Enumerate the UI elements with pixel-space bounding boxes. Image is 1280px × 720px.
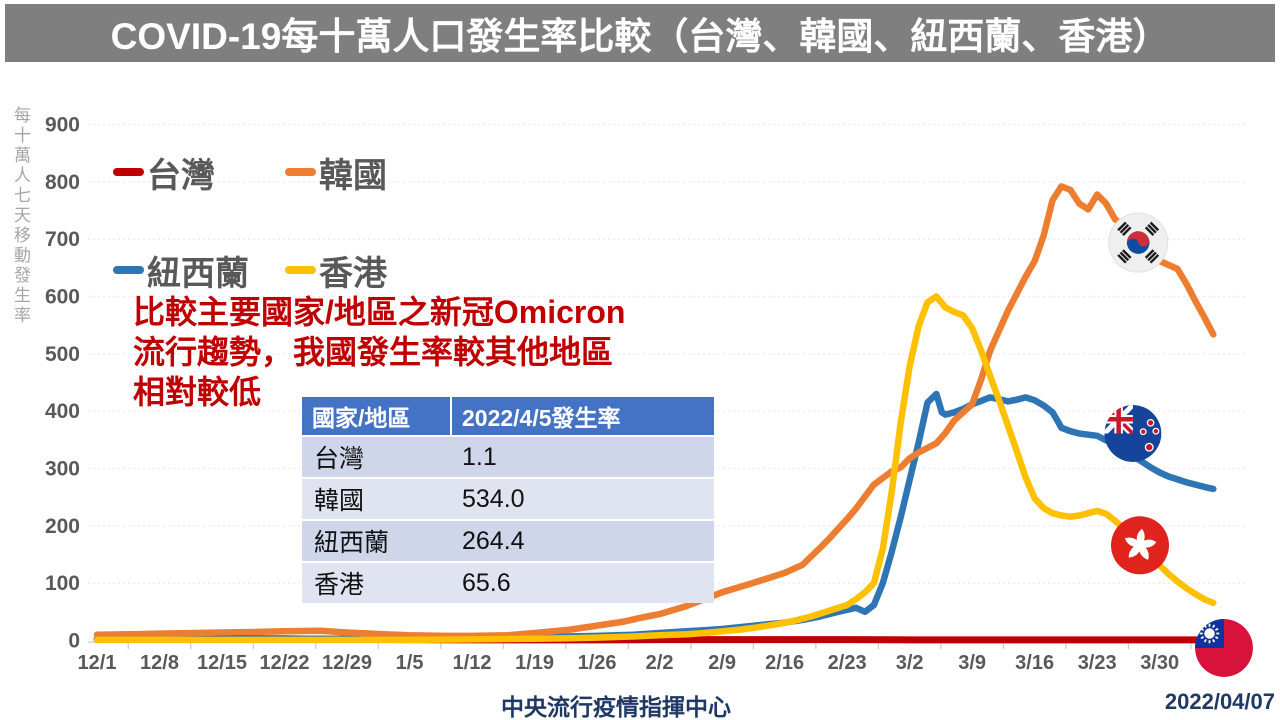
rate-table: 國家/地區 2022/4/5發生率 台灣 1.1 韓國 534.0 紐西蘭 26…: [302, 397, 714, 603]
table-row: 台灣 1.1: [302, 435, 714, 477]
taiwan-line-swatch-icon: [113, 168, 144, 176]
svg-text:900: 900: [45, 114, 80, 137]
table-cell-region: 韓國: [302, 477, 450, 519]
svg-text:2/16: 2/16: [765, 652, 804, 674]
svg-text:12/1: 12/1: [78, 652, 117, 674]
table-cell-region: 香港: [302, 561, 450, 603]
svg-text:2/2: 2/2: [646, 652, 674, 674]
legend-item-taiwan: 台灣: [113, 150, 215, 195]
svg-text:12/29: 12/29: [322, 652, 372, 674]
svg-text:1/26: 1/26: [578, 652, 617, 674]
table-cell-region: 紐西蘭: [302, 519, 450, 561]
legend-item-korea: 韓國: [285, 150, 387, 195]
table-row: 香港 65.6: [302, 561, 714, 603]
svg-text:700: 700: [45, 228, 80, 251]
annotation-line-3: 相對較低: [133, 374, 262, 410]
legend-label-nz: 紐西蘭: [147, 254, 249, 293]
table-header-rate: 2022/4/5發生率: [450, 397, 714, 435]
table-cell-region: 台灣: [302, 435, 450, 477]
korea-line-swatch-icon: [285, 168, 316, 176]
legend-item-nz: 紐西蘭: [113, 248, 249, 293]
legend-item-hk: 香港: [285, 248, 387, 293]
svg-text:600: 600: [45, 286, 80, 309]
legend-label-taiwan: 台灣: [147, 156, 215, 195]
page-title: COVID-19每十萬人口發生率比較（台灣、韓國、紐西蘭、香港）: [110, 16, 1170, 57]
svg-text:2/9: 2/9: [708, 652, 736, 674]
svg-text:12/15: 12/15: [197, 652, 247, 674]
table-cell-rate: 264.4: [450, 519, 714, 561]
svg-text:200: 200: [45, 515, 80, 538]
legend-label-hk: 香港: [319, 254, 387, 293]
table-cell-rate: 1.1: [450, 435, 714, 477]
svg-text:1/12: 1/12: [453, 652, 492, 674]
nz-line-swatch-icon: [113, 266, 144, 274]
hk-flag-icon: [1111, 516, 1169, 575]
annotation-line-1: 比較主要國家/地區之新冠Omicron: [133, 294, 626, 330]
svg-text:3/16: 3/16: [1015, 652, 1054, 674]
source-label: 中央流行疫情指揮中心: [501, 694, 731, 720]
korea-flag-icon: [1108, 212, 1169, 273]
table-row: 紐西蘭 264.4: [302, 519, 714, 561]
svg-text:300: 300: [45, 458, 80, 481]
svg-text:3/2: 3/2: [896, 652, 924, 674]
svg-text:3/23: 3/23: [1078, 652, 1117, 674]
legend-label-korea: 韓國: [319, 156, 387, 195]
date-label: 2022/04/07: [1164, 689, 1275, 714]
table-header-region: 國家/地區: [302, 397, 450, 435]
y-tick-labels: 0 100 200 300 400 500 600 700 800 900: [45, 114, 80, 653]
annotation-text: 比較主要國家/地區之新冠Omicron 流行趨勢，我國發生率較其他地區 相對較低: [133, 292, 625, 412]
svg-text:12/8: 12/8: [140, 652, 179, 674]
svg-text:12/22: 12/22: [259, 652, 309, 674]
table-cell-rate: 65.6: [450, 561, 714, 603]
title-bar: COVID-19每十萬人口發生率比較（台灣、韓國、紐西蘭、香港）: [5, 4, 1275, 62]
svg-text:1/19: 1/19: [515, 652, 554, 674]
svg-text:1/5: 1/5: [396, 652, 424, 674]
table-header-row: 國家/地區 2022/4/5發生率: [302, 397, 714, 435]
series-line-korea: [93, 183, 1217, 640]
svg-text:3/9: 3/9: [958, 652, 986, 674]
hk-line-swatch-icon: [285, 266, 316, 274]
svg-text:400: 400: [45, 400, 80, 423]
taiwan-flag-icon: [1195, 619, 1253, 677]
annotation-line-2: 流行趨勢，我國發生率較其他地區: [133, 334, 614, 370]
svg-text:800: 800: [45, 171, 80, 194]
table-cell-rate: 534.0: [450, 477, 714, 519]
svg-text:0: 0: [68, 630, 80, 653]
svg-text:500: 500: [45, 343, 80, 366]
svg-text:3/30: 3/30: [1140, 652, 1179, 674]
svg-text:100: 100: [45, 572, 80, 595]
table-row: 韓國 534.0: [302, 477, 714, 519]
y-axis-title: 每十萬人七天移動發生率: [11, 106, 30, 326]
nz-flag-icon: [1104, 405, 1162, 462]
svg-text:2/23: 2/23: [828, 652, 867, 674]
x-tick-labels: 12/1 12/8 12/15 12/22 12/29 1/5 1/12 1/19 1/26 2/…: [78, 652, 1180, 674]
